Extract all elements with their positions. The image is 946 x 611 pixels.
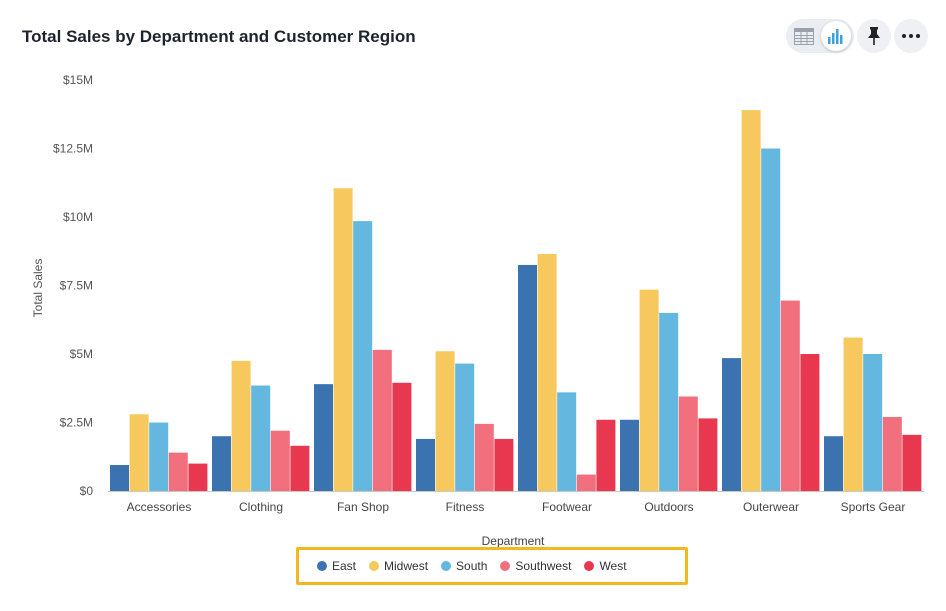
y-tick-label: $12.5M <box>53 142 93 156</box>
bar-south-clothing[interactable] <box>251 385 271 491</box>
legend-item-south[interactable]: South <box>441 559 487 573</box>
x-tick-label: Outdoors <box>644 500 693 514</box>
bars <box>110 110 922 492</box>
y-tick-label: $0 <box>80 484 94 498</box>
bar-southwest-fan-shop[interactable] <box>372 349 392 491</box>
bar-west-clothing[interactable] <box>290 445 310 491</box>
pin-button[interactable] <box>857 19 891 53</box>
bar-south-fan-shop[interactable] <box>353 221 373 492</box>
bar-midwest-fan-shop[interactable] <box>333 188 353 492</box>
x-tick-label: Fitness <box>446 500 485 514</box>
legend-swatch <box>369 561 380 571</box>
bar-east-fan-shop[interactable] <box>314 384 333 491</box>
y-tick-label: $2.5M <box>60 416 93 430</box>
x-tick-label: Fan Shop <box>337 500 389 514</box>
y-tick-label: $15M <box>63 73 93 87</box>
bar-chart-icon <box>828 29 843 44</box>
pin-icon <box>868 27 880 45</box>
bar-midwest-accessories[interactable] <box>129 414 149 491</box>
y-tick-label: $10M <box>63 210 93 224</box>
y-axis-title: Total Sales <box>31 259 45 318</box>
bar-west-accessories[interactable] <box>188 463 208 491</box>
x-axis-title: Department <box>482 534 545 548</box>
chart-view-button[interactable] <box>821 21 851 51</box>
bar-east-outerwear[interactable] <box>722 358 741 491</box>
bar-midwest-fitness[interactable] <box>435 351 455 491</box>
bar-west-outerwear[interactable] <box>800 354 820 491</box>
legend-label: East <box>332 559 357 573</box>
chart-legend: East Midwest South Southwest West <box>296 547 688 585</box>
bar-west-outdoors[interactable] <box>698 418 718 491</box>
bar-east-fitness[interactable] <box>416 438 435 491</box>
chart-toolbar <box>786 19 928 53</box>
chart-title: Total Sales by Department and Customer R… <box>22 27 416 46</box>
bar-south-fitness[interactable] <box>455 363 475 491</box>
x-tick-label: Accessories <box>127 500 192 514</box>
x-tick-label: Clothing <box>239 500 283 514</box>
more-horizontal-icon <box>902 34 920 38</box>
bar-south-outdoors[interactable] <box>659 312 679 491</box>
bar-east-outdoors[interactable] <box>620 419 639 491</box>
bar-east-clothing[interactable] <box>212 436 231 491</box>
legend-item-midwest[interactable]: Midwest <box>369 559 428 573</box>
bar-west-sports-gear[interactable] <box>902 434 922 491</box>
bar-east-footwear[interactable] <box>518 264 537 491</box>
bar-midwest-outdoors[interactable] <box>639 289 659 491</box>
bar-midwest-footwear[interactable] <box>537 253 557 491</box>
legend-swatch <box>441 561 452 571</box>
bar-east-accessories[interactable] <box>110 464 129 491</box>
bar-midwest-clothing[interactable] <box>231 360 251 491</box>
bar-midwest-sports-gear[interactable] <box>843 337 863 491</box>
bar-southwest-clothing[interactable] <box>270 430 290 491</box>
bar-west-footwear[interactable] <box>596 419 616 491</box>
legend-swatch <box>500 561 511 571</box>
bar-midwest-outerwear[interactable] <box>741 110 761 491</box>
y-tick-label: $7.5M <box>60 279 93 293</box>
x-axis: Accessories Clothing Fan Shop Fitness Footwe… <box>127 500 906 514</box>
legend-item-east[interactable]: East <box>317 559 356 573</box>
bar-south-accessories[interactable] <box>149 422 169 492</box>
bar-south-footwear[interactable] <box>557 392 577 491</box>
bar-east-sports-gear[interactable] <box>824 436 843 491</box>
legend-item-southwest[interactable]: Southwest <box>500 559 571 573</box>
bar-southwest-outerwear[interactable] <box>780 300 800 491</box>
bar-south-sports-gear[interactable] <box>863 354 883 491</box>
bar-west-fitness[interactable] <box>494 438 514 491</box>
legend-swatch <box>584 561 595 571</box>
bar-southwest-fitness[interactable] <box>474 423 494 491</box>
bar-southwest-footwear[interactable] <box>576 474 596 491</box>
y-tick-label: $5M <box>70 347 93 361</box>
bar-southwest-accessories[interactable] <box>168 452 188 491</box>
legend-label: South <box>456 559 488 573</box>
legend-item-west[interactable]: West <box>584 559 627 573</box>
x-tick-label: Sports Gear <box>841 500 906 514</box>
table-icon <box>794 27 814 45</box>
more-options-button[interactable] <box>894 19 928 53</box>
table-view-button[interactable] <box>789 21 819 51</box>
bar-southwest-sports-gear[interactable] <box>882 417 902 491</box>
legend-label: West <box>599 559 627 573</box>
bar-west-fan-shop[interactable] <box>392 382 412 491</box>
bar-southwest-outdoors[interactable] <box>678 396 698 491</box>
legend-swatch <box>317 561 327 571</box>
view-toggle <box>786 19 854 53</box>
x-tick-label: Outerwear <box>743 500 799 514</box>
legend-label: Southwest <box>515 559 572 573</box>
bar-south-outerwear[interactable] <box>761 148 781 492</box>
y-axis: $0 $2.5M $5M $7.5M $10M $12.5M $15M <box>53 73 93 498</box>
x-tick-label: Footwear <box>542 500 592 514</box>
legend-label: Midwest <box>384 559 429 573</box>
